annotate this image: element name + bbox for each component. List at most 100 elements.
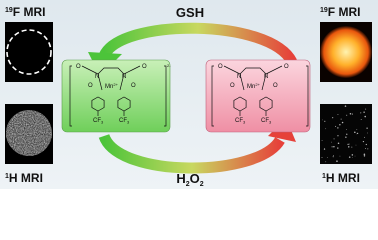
dashed-circle xyxy=(6,29,52,75)
reduced-complex-box xyxy=(61,59,171,133)
cf: CF xyxy=(119,118,127,124)
right-top-label: 19F MRI xyxy=(320,5,360,19)
cf3-group: CF3 xyxy=(235,118,246,125)
bottom-arrow xyxy=(98,133,285,174)
speckle xyxy=(337,114,339,115)
gsh-label: GSH xyxy=(176,5,204,20)
speckle xyxy=(363,153,366,156)
speckle xyxy=(333,154,334,156)
speckle xyxy=(337,142,340,144)
cf: CF xyxy=(261,118,269,124)
oxygen: O xyxy=(76,64,81,70)
speckle xyxy=(355,133,357,135)
speckle xyxy=(335,125,337,127)
speckle xyxy=(360,119,362,121)
metal-charge: 2+ xyxy=(113,82,118,87)
left-bottom-label: 1H MRI xyxy=(5,171,43,185)
page: 19F MRI 1H MRI 19F MRI 1H MRI GSH H2O2 N… xyxy=(0,0,378,189)
speckle xyxy=(337,147,339,149)
right-bottom-label: 1H MRI xyxy=(322,171,360,185)
speckle xyxy=(321,140,323,141)
cf3-group: CF3 xyxy=(93,118,104,125)
speckle xyxy=(351,113,353,115)
speckle xyxy=(365,148,367,150)
speckle xyxy=(367,148,369,150)
speckle xyxy=(347,143,349,145)
metal-charge: 2+ xyxy=(255,82,260,87)
bracket xyxy=(211,65,309,127)
speckle xyxy=(346,129,347,130)
cf3-group: CF3 xyxy=(119,118,130,125)
nitrogen: N xyxy=(95,74,99,80)
speckle xyxy=(339,124,341,126)
top-arrow xyxy=(98,22,297,66)
h-mri-image-right xyxy=(320,104,372,164)
bond xyxy=(81,65,141,91)
speckle xyxy=(356,129,358,131)
speckle xyxy=(360,112,362,114)
speckle xyxy=(348,143,350,145)
speckle xyxy=(362,140,365,143)
speckle xyxy=(339,155,341,157)
bracket xyxy=(69,65,167,127)
metal: Mn xyxy=(105,84,113,90)
metal-ion: Mn2+ xyxy=(105,82,119,90)
h-mri-phantom xyxy=(6,110,52,156)
bond xyxy=(223,65,283,91)
oxygen: O xyxy=(273,83,278,89)
speckle xyxy=(325,161,327,163)
speckle xyxy=(354,131,356,133)
nitrogen: N xyxy=(237,74,241,80)
speckle xyxy=(352,157,353,158)
complex-charge: 2- xyxy=(167,63,171,68)
speckle xyxy=(324,120,326,122)
oxygen: O xyxy=(284,64,289,70)
speckle xyxy=(346,114,348,116)
metal: Mn xyxy=(247,84,255,90)
speckle xyxy=(363,155,366,157)
oxidized-complex-box xyxy=(205,59,311,133)
speckle xyxy=(348,146,350,148)
f-mri-signal xyxy=(320,26,372,78)
speckle xyxy=(340,118,342,120)
speckle xyxy=(351,146,353,148)
cf: CF xyxy=(235,118,243,124)
speckle xyxy=(344,105,347,107)
speckle xyxy=(322,119,323,121)
nitrogen: N xyxy=(122,74,126,80)
oxygen: O xyxy=(131,83,136,89)
speckle xyxy=(333,146,335,148)
speckle xyxy=(337,135,339,137)
speckle xyxy=(367,132,368,134)
speckle xyxy=(365,108,367,110)
speckle xyxy=(363,111,365,113)
oxygen: O xyxy=(230,83,235,89)
metal-ion: Mn2+ xyxy=(247,82,261,90)
speckle xyxy=(326,157,328,158)
speckle xyxy=(349,112,352,115)
speckle xyxy=(333,138,335,140)
speckle xyxy=(331,146,333,148)
cf-sub: 3 xyxy=(243,120,246,125)
oxygen: O xyxy=(88,83,93,89)
speckle xyxy=(323,148,326,150)
speckle xyxy=(345,136,347,138)
nitrogen: N xyxy=(264,74,268,80)
speckle xyxy=(321,157,323,159)
speckle xyxy=(332,117,334,119)
cf-sub: 3 xyxy=(269,120,272,125)
speckle xyxy=(337,127,339,129)
cf3-group: CF3 xyxy=(261,118,272,125)
speckle xyxy=(348,156,351,158)
speckle xyxy=(354,155,356,157)
speckle xyxy=(366,127,368,129)
speckle xyxy=(364,115,366,118)
left-top-label: 19F MRI xyxy=(5,5,45,19)
cf-sub: 3 xyxy=(101,120,104,125)
speckle xyxy=(341,121,344,124)
speckle xyxy=(336,160,338,162)
f-mri-image-left xyxy=(5,22,53,82)
cf-sub: 3 xyxy=(127,120,130,125)
